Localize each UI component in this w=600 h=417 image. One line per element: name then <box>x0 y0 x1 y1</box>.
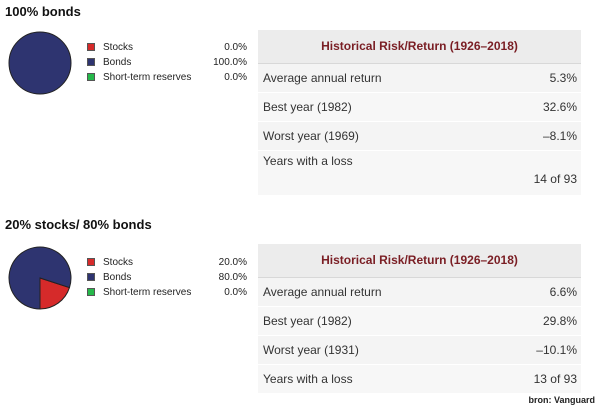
row-label: Years with a loss <box>263 154 353 168</box>
bonds-swatch <box>87 58 95 66</box>
row-label: Average annual return <box>263 285 382 299</box>
legend-label: Short-term reserves <box>103 72 192 83</box>
row-value: 13 of 93 <box>533 372 577 386</box>
source-credit: bron: Vanguard <box>528 395 595 405</box>
legend-value: 100.0% <box>213 57 247 68</box>
risk-return-table: Historical Risk/Return (1926–2018) Avera… <box>258 244 581 394</box>
row-value: –8.1% <box>542 129 577 143</box>
table-row: Worst year (1969) –8.1% <box>258 122 581 151</box>
row-value: –10.1% <box>536 343 577 357</box>
section-title: 20% stocks/ 80% bonds <box>5 217 152 232</box>
stocks-swatch <box>87 258 95 266</box>
row-value: 29.8% <box>542 314 577 328</box>
legend-item-bonds: Bonds 100.0% <box>87 55 247 70</box>
row-value: 5.3% <box>549 71 577 85</box>
table-row: Worst year (1931) –10.1% <box>258 336 581 365</box>
legend-item-stocks: Stocks 20.0% <box>87 255 247 270</box>
table-row: Best year (1982) 32.6% <box>258 93 581 122</box>
pie-legend: Stocks 0.0% Bonds 100.0% Short-term rese… <box>87 40 247 85</box>
row-label: Years with a loss <box>263 372 353 386</box>
table-row: Average annual return 6.6% <box>258 278 581 307</box>
row-label: Best year (1982) <box>263 314 352 328</box>
legend-item-short-term-reserves: Short-term reserves 0.0% <box>87 70 247 85</box>
legend-value: 0.0% <box>224 72 247 83</box>
legend-label: Stocks <box>103 42 134 53</box>
pie-chart <box>8 246 72 310</box>
table-header: Historical Risk/Return (1926–2018) <box>258 30 581 64</box>
legend-value: 20.0% <box>218 257 247 268</box>
portfolio-section-2: 20% stocks/ 80% bonds Stocks 20.0% Bonds… <box>0 217 600 417</box>
pie-chart <box>8 31 72 95</box>
row-value: 32.6% <box>542 100 577 114</box>
stocks-slice <box>39 277 71 310</box>
legend-item-short-term-reserves: Short-term reserves 0.0% <box>87 285 247 300</box>
risk-return-table: Historical Risk/Return (1926–2018) Avera… <box>258 30 581 196</box>
portfolio-section-1: 100% bonds Stocks 0.0% Bonds 100.0% Shor… <box>0 4 600 204</box>
row-label: Average annual return <box>263 71 382 85</box>
legend-value: 80.0% <box>218 272 247 283</box>
row-value: 6.6% <box>549 285 577 299</box>
legend-label: Bonds <box>103 57 132 68</box>
table-row: Years with a loss 14 of 93 <box>258 151 581 196</box>
bonds-swatch <box>87 273 95 281</box>
short-term-reserves-swatch <box>87 288 95 296</box>
row-label: Worst year (1931) <box>263 343 359 357</box>
legend-item-stocks: Stocks 0.0% <box>87 40 247 55</box>
row-label: Best year (1982) <box>263 100 352 114</box>
legend-item-bonds: Bonds 80.0% <box>87 270 247 285</box>
short-term-reserves-swatch <box>87 73 95 81</box>
row-value: 14 of 93 <box>533 172 577 186</box>
table-row: Average annual return 5.3% <box>258 64 581 93</box>
row-label: Worst year (1969) <box>263 129 359 143</box>
stocks-swatch <box>87 43 95 51</box>
table-row: Years with a loss 13 of 93 <box>258 365 581 394</box>
table-row: Best year (1982) 29.8% <box>258 307 581 336</box>
legend-label: Stocks <box>103 257 134 268</box>
section-title: 100% bonds <box>5 4 81 19</box>
legend-label: Bonds <box>103 272 132 283</box>
legend-value: 0.0% <box>224 287 247 298</box>
legend-label: Short-term reserves <box>103 287 192 298</box>
legend-value: 0.0% <box>224 42 247 53</box>
bonds-slice <box>8 31 72 95</box>
table-header: Historical Risk/Return (1926–2018) <box>258 244 581 278</box>
pie-legend: Stocks 20.0% Bonds 80.0% Short-term rese… <box>87 255 247 300</box>
bonds-slice <box>8 246 72 310</box>
